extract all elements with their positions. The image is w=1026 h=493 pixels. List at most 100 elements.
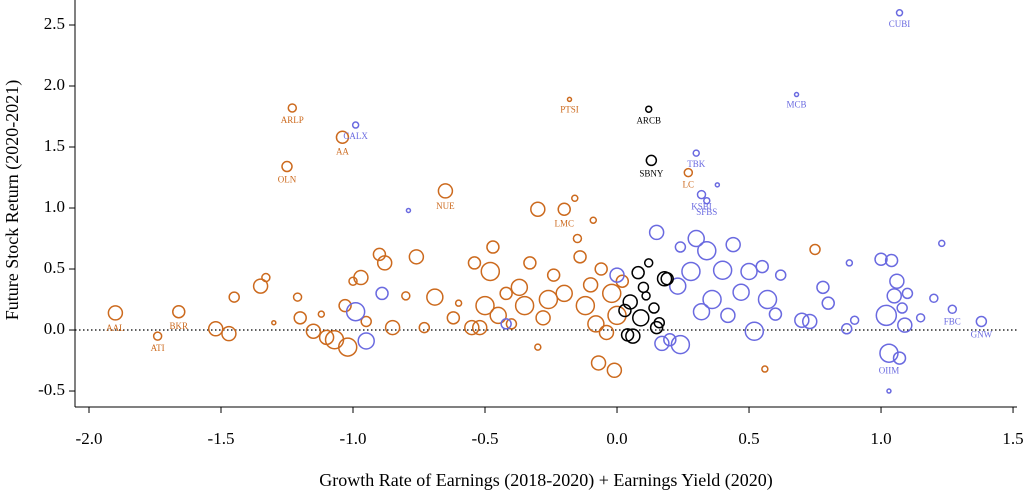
- point: [489, 306, 507, 325]
- point: [555, 284, 573, 303]
- point: [641, 291, 651, 301]
- point: [895, 9, 904, 17]
- point: [915, 313, 926, 323]
- point: [618, 303, 632, 318]
- point: [228, 291, 240, 303]
- point: [401, 291, 411, 301]
- point: [426, 288, 444, 306]
- point: [874, 252, 888, 267]
- point: [702, 289, 722, 310]
- point: [353, 269, 369, 286]
- point-label: TBK: [687, 159, 706, 169]
- point: [681, 261, 701, 282]
- point: [305, 323, 322, 339]
- point: [471, 319, 488, 336]
- point: [648, 224, 665, 241]
- point: [546, 268, 561, 282]
- point: [632, 309, 650, 327]
- x-tick-label: -1.5: [208, 429, 235, 448]
- point: [351, 121, 360, 129]
- point: [809, 243, 821, 256]
- point: [901, 287, 914, 300]
- point: [324, 330, 345, 350]
- point: [335, 130, 350, 145]
- point: [653, 316, 666, 329]
- point: [500, 318, 512, 330]
- point: [929, 293, 939, 304]
- point: [345, 301, 366, 322]
- point: [287, 103, 298, 113]
- point: [674, 241, 687, 253]
- point-label: PTSI: [560, 104, 579, 114]
- point: [598, 324, 615, 341]
- point: [889, 273, 905, 289]
- point: [692, 149, 700, 157]
- point: [405, 207, 412, 214]
- point: [505, 318, 518, 330]
- point: [947, 304, 958, 315]
- y-tick-label: 2.0: [44, 75, 65, 94]
- point: [348, 276, 358, 286]
- point: [696, 189, 707, 200]
- point: [761, 365, 769, 373]
- point: [384, 319, 401, 336]
- x-tick-label: 0.0: [606, 429, 627, 448]
- point-label: ARCB: [636, 115, 661, 125]
- point: [816, 280, 830, 295]
- point: [454, 299, 463, 307]
- point: [606, 362, 623, 379]
- point: [697, 240, 717, 261]
- point: [467, 256, 482, 270]
- point: [649, 320, 664, 335]
- point: [714, 182, 721, 188]
- point-label: GNW: [971, 330, 993, 340]
- point: [357, 332, 375, 350]
- point: [418, 321, 431, 334]
- point: [530, 201, 546, 217]
- point: [480, 261, 501, 282]
- point-label: OIIM: [879, 365, 900, 375]
- point: [534, 343, 542, 351]
- point: [670, 334, 691, 355]
- point: [475, 295, 495, 316]
- point: [687, 229, 705, 248]
- point: [620, 328, 635, 342]
- point: [886, 288, 902, 304]
- point: [573, 250, 587, 264]
- point: [645, 154, 658, 167]
- point: [648, 302, 660, 314]
- point: [486, 240, 500, 254]
- point: [207, 321, 224, 337]
- point: [663, 333, 677, 347]
- point-label: CUBI: [889, 19, 911, 29]
- point: [601, 283, 622, 304]
- point-label: LC: [683, 180, 695, 190]
- y-tick-label: 0.5: [44, 258, 65, 277]
- point: [821, 296, 835, 310]
- point: [252, 278, 269, 294]
- point: [644, 105, 653, 113]
- point-label: OLN: [278, 175, 297, 185]
- point: [523, 256, 537, 270]
- point: [879, 343, 899, 363]
- point: [725, 236, 741, 253]
- point: [637, 281, 650, 294]
- point: [643, 258, 654, 268]
- point: [514, 295, 535, 316]
- point: [755, 259, 769, 274]
- point: [510, 278, 529, 297]
- point-label: MCB: [787, 100, 807, 110]
- point: [897, 317, 913, 333]
- point: [975, 315, 988, 328]
- point: [845, 259, 854, 267]
- point: [801, 313, 818, 330]
- point: [896, 302, 908, 314]
- y-tick-label: -0.5: [38, 380, 65, 399]
- point: [668, 277, 687, 295]
- y-axis-title: Future Stock Return (2020-2021): [2, 80, 23, 320]
- point: [538, 289, 559, 310]
- point: [293, 311, 307, 325]
- point: [793, 91, 800, 98]
- point: [938, 239, 946, 248]
- point: [337, 337, 358, 357]
